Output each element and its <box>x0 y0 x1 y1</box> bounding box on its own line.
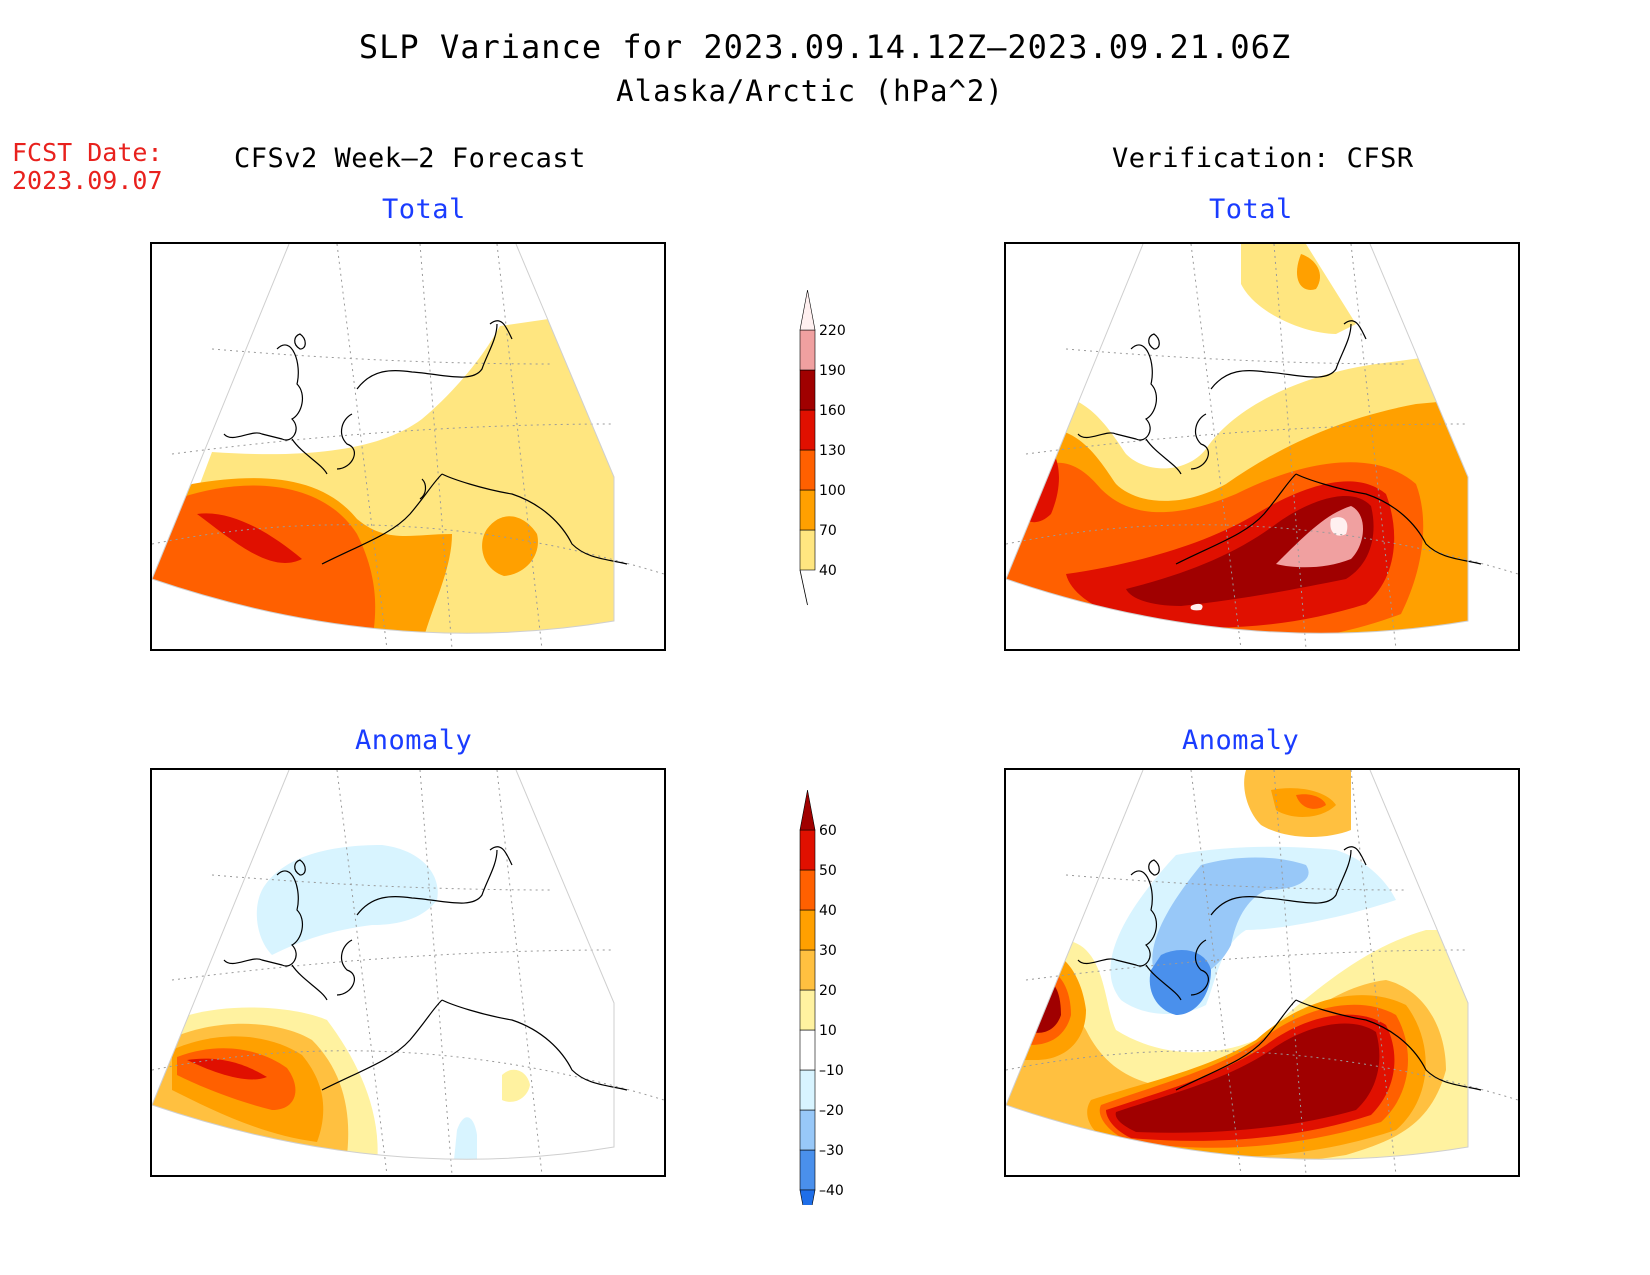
anomaly-forecast-shading <box>152 770 614 1160</box>
colorbar-anomaly-tick-label: 10 <box>819 1023 837 1039</box>
colorbar-anomaly-tick-label: 30 <box>819 943 837 959</box>
graticule <box>1006 770 1518 1175</box>
colorbar-anomaly-box <box>799 829 816 871</box>
forecast-date-value: 2023.09.07 <box>12 166 163 195</box>
colorbar-anomaly-box <box>799 1069 816 1111</box>
colorbar-anomaly-box <box>799 1149 816 1191</box>
colorbar-total-box <box>799 449 816 491</box>
main-title: SLP Variance for 2023.09.14.12Z–2023.09.… <box>358 28 1292 66</box>
right-column-heading: Verification: CFSR <box>1112 143 1414 174</box>
coastline <box>1077 846 1482 1091</box>
top-right-panel-title: Total <box>1209 194 1293 225</box>
coastline <box>1077 320 1482 565</box>
colorbar-total-tick-label: 190 <box>819 363 846 379</box>
colorbar-anomaly: –40 –30 –20 –10 10 20 30 40 50 60 <box>799 789 844 1205</box>
colorbar-total-bottom-arrow <box>799 569 808 606</box>
colorbar-total-box <box>799 489 816 531</box>
map-forecast-anomaly <box>150 768 666 1177</box>
coastline <box>223 846 628 1091</box>
map-forecast-total <box>150 242 666 651</box>
colorbar-anomaly-tick-label: 50 <box>819 863 837 879</box>
colorbar-total-tick-label: 220 <box>819 323 846 339</box>
main-subtitle: Alaska/Arctic (hPa^2) <box>616 74 1004 108</box>
map-verification-anomaly <box>1004 768 1520 1177</box>
colorbar-anomaly-tick-label: 40 <box>819 903 837 919</box>
total-verification-shading <box>1006 244 1468 634</box>
colorbar-anomaly-tick-label: –40 <box>819 1183 844 1199</box>
colorbar-total-box <box>799 529 816 571</box>
left-column-heading: CFSv2 Week–2 Forecast <box>234 143 586 174</box>
colorbar-total-top-arrow <box>799 289 816 331</box>
bottom-left-panel-title: Anomaly <box>355 725 473 756</box>
colorbar-total-tick-label: 40 <box>819 563 837 579</box>
colorbar-total-tick-label: 130 <box>819 443 846 459</box>
colorbar-anomaly-tick-label: 60 <box>819 823 837 839</box>
graticule <box>152 770 664 1175</box>
colorbar-anomaly-tick-label: –20 <box>819 1103 844 1119</box>
top-left-panel-title: Total <box>382 194 466 225</box>
anomaly-verification-shading <box>1006 770 1468 1160</box>
map-verification-total <box>1004 242 1520 651</box>
colorbar-total: 40 70 100 130 160 190 220 <box>799 289 846 606</box>
colorbar-total-tick-label: 160 <box>819 403 846 419</box>
colorbar-anomaly-box <box>799 909 816 951</box>
graticule <box>1006 244 1518 649</box>
colorbar-total-box <box>799 369 816 411</box>
colorbar-anomaly-tick-label: –10 <box>819 1063 844 1079</box>
bottom-right-panel-title: Anomaly <box>1182 725 1300 756</box>
colorbar-anomaly-box <box>799 869 816 911</box>
total-forecast-shading <box>152 244 614 634</box>
colorbar-anomaly-tick-label: 20 <box>819 983 837 999</box>
graticule <box>152 244 664 649</box>
colorbar-anomaly-box <box>799 1029 816 1071</box>
colorbar-total-tick-label: 100 <box>819 483 846 499</box>
colorbar-anomaly-tick-label: –30 <box>819 1143 844 1159</box>
colorbar-anomaly-top-arrow <box>799 789 816 831</box>
colorbar-total-box <box>799 329 816 371</box>
coastline <box>223 320 628 565</box>
forecast-date-label: FCST Date: <box>12 138 163 167</box>
colorbar-total-box <box>799 409 816 451</box>
colorbar-total-tick-label: 70 <box>819 523 837 539</box>
colorbar-anomaly-box <box>799 949 816 991</box>
colorbar-anomaly-bottom-arrow <box>799 1189 816 1205</box>
colorbar-anomaly-box <box>799 989 816 1031</box>
colorbar-anomaly-box <box>799 1109 816 1151</box>
